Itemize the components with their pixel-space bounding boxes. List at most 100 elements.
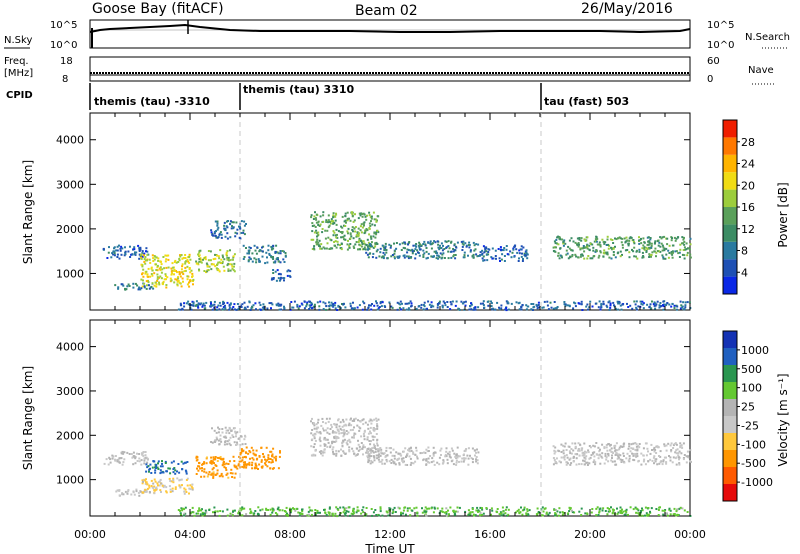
velocity-cell bbox=[201, 514, 204, 517]
power-cell bbox=[576, 244, 579, 247]
power-cell bbox=[230, 263, 233, 266]
power-cell bbox=[336, 236, 339, 239]
power-cell bbox=[360, 245, 363, 248]
velocity-cell bbox=[316, 426, 319, 429]
velocity-cell bbox=[471, 508, 474, 510]
velocity-cell bbox=[198, 509, 201, 512]
velocity-cell bbox=[409, 457, 412, 460]
power-cell bbox=[272, 269, 275, 271]
velocity-cell bbox=[348, 422, 351, 425]
velocity-cell bbox=[214, 458, 217, 460]
velocity-cell bbox=[353, 426, 355, 429]
power-cell bbox=[482, 245, 485, 248]
power-cell bbox=[157, 257, 160, 260]
velocity-cell bbox=[636, 455, 639, 458]
nsky-tick-top: 10^5 bbox=[50, 20, 77, 31]
velocity-cell bbox=[505, 514, 508, 517]
velocity-cell bbox=[565, 461, 568, 464]
power-cell bbox=[575, 255, 578, 258]
velocity-cell bbox=[431, 457, 434, 460]
power-cell bbox=[262, 308, 265, 311]
power-cell bbox=[183, 302, 186, 305]
velocity-cell bbox=[342, 511, 345, 514]
velocity-cell bbox=[619, 506, 622, 509]
velocity-cell bbox=[189, 511, 192, 514]
velocity-cell bbox=[386, 511, 389, 514]
power-cell bbox=[116, 253, 119, 256]
velocity-cell bbox=[362, 511, 365, 514]
power-cell bbox=[368, 304, 370, 307]
velocity-cell bbox=[441, 507, 444, 510]
power-cell bbox=[267, 249, 270, 252]
power-cell bbox=[645, 249, 648, 252]
power-cell bbox=[183, 270, 186, 273]
velocity-cell bbox=[393, 506, 396, 509]
power-cell bbox=[523, 252, 526, 255]
power-cell bbox=[642, 255, 645, 257]
power-cell bbox=[574, 253, 577, 256]
power-cell bbox=[447, 250, 450, 253]
velocity-cell bbox=[662, 459, 665, 462]
velocity-cell bbox=[158, 480, 161, 483]
velocity-cell bbox=[404, 447, 407, 450]
power-cell bbox=[509, 250, 512, 253]
velocity-cell bbox=[385, 449, 388, 452]
power-cell bbox=[382, 251, 385, 254]
power-cell bbox=[656, 240, 659, 243]
velocity-cell bbox=[632, 453, 635, 455]
power-cell bbox=[210, 302, 212, 305]
power-cell bbox=[169, 277, 172, 280]
power-cell bbox=[678, 256, 681, 258]
velocity-cell bbox=[285, 513, 288, 516]
power-cell bbox=[268, 252, 271, 255]
power-cell bbox=[368, 222, 371, 225]
velocity-cell bbox=[401, 459, 404, 462]
power-cell bbox=[140, 257, 143, 260]
power-cell bbox=[186, 258, 189, 261]
power-cell bbox=[177, 308, 180, 311]
velocity-cell bbox=[254, 510, 257, 512]
velocity-cell bbox=[365, 507, 368, 509]
velocity-cell bbox=[568, 450, 571, 453]
velocity-cell bbox=[343, 507, 346, 510]
power-cell bbox=[599, 244, 602, 247]
power-cell bbox=[464, 242, 467, 245]
velocity-cell bbox=[196, 458, 199, 461]
power-cell bbox=[363, 302, 366, 305]
velocity-cell bbox=[621, 512, 624, 515]
velocity-cell bbox=[315, 423, 318, 426]
velocity-cell bbox=[452, 509, 455, 512]
power-region-5 bbox=[210, 220, 247, 240]
power-cell bbox=[674, 239, 677, 242]
velocity-cell bbox=[499, 511, 502, 514]
velocity-cell bbox=[580, 507, 583, 510]
velocity-cell bbox=[448, 513, 450, 516]
velocity-cell bbox=[444, 453, 447, 456]
power-colorbar-swatch bbox=[723, 172, 737, 190]
velocity-cell bbox=[267, 458, 270, 460]
velocity-cell bbox=[192, 511, 195, 514]
velocity-cell bbox=[144, 482, 147, 485]
power-cell bbox=[450, 250, 453, 253]
velocity-cell bbox=[337, 437, 340, 439]
power-cell bbox=[214, 257, 217, 260]
velocity-cell bbox=[178, 471, 181, 474]
power-cell bbox=[635, 300, 638, 303]
power-cell bbox=[429, 242, 432, 245]
velocity-cell bbox=[342, 420, 345, 423]
velocity-cell bbox=[565, 454, 568, 457]
power-cell bbox=[306, 301, 309, 304]
power-cell bbox=[588, 248, 591, 251]
power-cell bbox=[219, 262, 222, 264]
power-cell bbox=[185, 260, 187, 263]
velocity-cell bbox=[210, 460, 213, 463]
velocity-cell bbox=[544, 507, 547, 510]
velocity-cell bbox=[321, 454, 324, 457]
power-cell bbox=[626, 249, 629, 251]
power-cell bbox=[333, 304, 336, 307]
velocity-cell bbox=[569, 507, 572, 510]
power-cell bbox=[559, 238, 562, 241]
velocity-cell bbox=[319, 432, 322, 435]
power-cell bbox=[112, 253, 115, 256]
power-cell bbox=[636, 308, 638, 311]
